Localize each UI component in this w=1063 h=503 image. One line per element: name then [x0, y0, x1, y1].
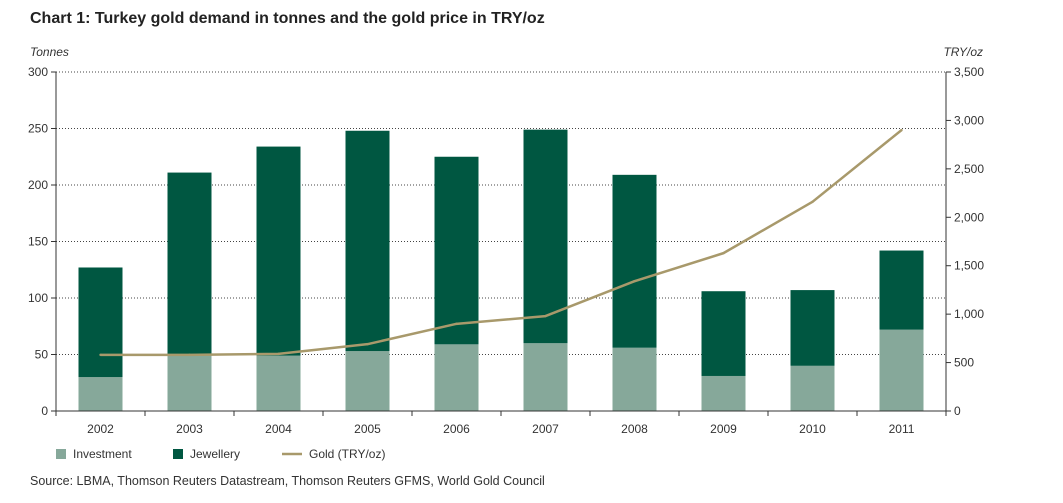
tick-label-x: 2003	[176, 422, 203, 436]
legend-label-gold: Gold (TRY/oz)	[309, 447, 385, 461]
point-gold-price	[811, 200, 814, 203]
bar-investment	[523, 343, 568, 411]
legend-label-jewellery: Jewellery	[190, 447, 240, 461]
bar-investment	[879, 329, 924, 411]
chart: 0 50 100 150 200 250 300 0 500 1,000 1,500 2,000 2,5…	[28, 45, 984, 461]
tick-label-left: 300	[28, 65, 48, 79]
tick-label-x: 2004	[265, 422, 292, 436]
source-note: Source: LBMA, Thomson Reuters Datastream…	[30, 474, 545, 488]
tick-label-x: 2008	[621, 422, 648, 436]
tick-label-left: 150	[28, 235, 48, 249]
tick-label-x: 2010	[799, 422, 826, 436]
legend-swatch-investment	[56, 449, 66, 459]
bar-jewellery	[345, 130, 390, 352]
tick-label-left: 50	[35, 348, 49, 362]
tick-label-x: 2006	[443, 422, 470, 436]
point-gold-price	[366, 342, 369, 346]
bar-investment	[701, 375, 746, 411]
point-gold-price	[633, 280, 636, 283]
point-gold-price	[277, 352, 280, 356]
tick-label-right: 2,500	[954, 162, 984, 176]
tick-label-right: 0	[954, 404, 961, 418]
chart-title: Chart 1: Turkey gold demand in tonnes an…	[30, 10, 545, 27]
bar-jewellery	[434, 156, 479, 345]
bar-jewellery	[701, 291, 746, 376]
point-gold-price	[455, 322, 458, 326]
tick-label-left: 250	[28, 122, 48, 136]
tick-label-left: 200	[28, 178, 48, 192]
tick-label-x: 2011	[889, 422, 915, 436]
bar-investment	[78, 377, 123, 411]
bar-jewellery	[879, 250, 924, 330]
tick-label-left: 0	[41, 404, 48, 418]
y-axis-left-label: Tonnes	[30, 45, 69, 59]
point-gold-price	[99, 353, 102, 357]
tick-label-x: 2005	[354, 422, 381, 436]
tick-label-x: 2009	[710, 422, 737, 436]
bar-investment	[434, 344, 479, 411]
tick-label-right: 500	[954, 356, 974, 370]
bar-jewellery	[167, 172, 212, 356]
tick-label-right: 1,500	[954, 259, 984, 273]
tick-label-right: 1,000	[954, 307, 984, 321]
point-gold-price	[722, 251, 725, 255]
tick-label-right: 3,500	[954, 65, 984, 79]
bar-jewellery	[256, 146, 301, 356]
tick-label-right: 3,000	[954, 113, 984, 127]
y-axis-right-label: TRY/oz	[943, 45, 983, 59]
bar-investment	[256, 355, 301, 411]
tick-label-left: 100	[28, 291, 48, 305]
bar-jewellery	[612, 174, 657, 348]
tick-label-right: 2,000	[954, 210, 984, 224]
bar-jewellery	[523, 129, 568, 344]
bar-jewellery	[790, 290, 835, 366]
bar-jewellery	[78, 267, 123, 378]
legend-label-investment: Investment	[73, 447, 132, 461]
bar-investment	[345, 351, 390, 411]
legend-swatch-jewellery	[173, 449, 183, 459]
tick-label-x: 2002	[87, 422, 114, 436]
tick-label-x: 2007	[532, 422, 559, 436]
bar-investment	[167, 355, 212, 411]
point-gold-price	[188, 353, 191, 357]
line-gold-price	[100, 129, 903, 357]
bar-investment	[790, 365, 835, 411]
point-gold-price	[900, 128, 903, 132]
point-gold-price	[544, 314, 547, 318]
bar-investment	[612, 347, 657, 411]
